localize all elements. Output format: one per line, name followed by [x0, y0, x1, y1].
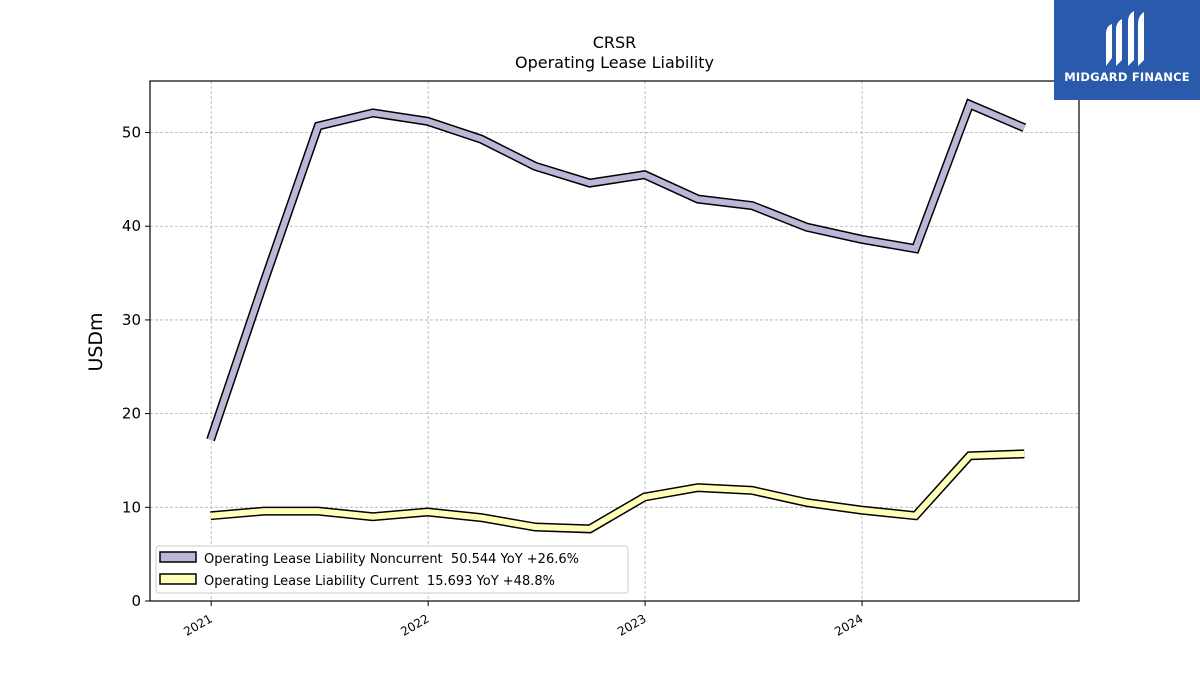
x-tick-label: 2024: [832, 611, 865, 638]
x-tick-label: 2023: [615, 611, 648, 638]
x-tick-label: 2022: [398, 611, 431, 638]
series-1: [210, 449, 1025, 534]
legend-box: [155, 545, 629, 594]
y-tick-label: 30: [122, 311, 141, 329]
brand-mark-icon: [1106, 11, 1144, 66]
brand-name: MIDGARD FINANCE: [1064, 70, 1190, 84]
x-axis-ticks: 2021 2022 2023 2024: [181, 601, 866, 639]
brand-logo: MIDGARD FINANCE: [1054, 0, 1200, 100]
y-tick-label: 50: [122, 124, 141, 142]
chart-title: CRSR: [593, 33, 637, 52]
grid: [150, 81, 1079, 602]
series-line: [210, 450, 1025, 532]
chart-subtitle: Operating Lease Liability: [515, 53, 714, 72]
legend-label-noncurrent: Operating Lease Liability Noncurrent 50.…: [204, 552, 579, 567]
legend: Operating Lease Liability Noncurrent 50.…: [155, 545, 629, 594]
series-line-outline: [206, 98, 1027, 442]
legend-swatch-current: [159, 573, 197, 585]
series-lines: [206, 98, 1027, 534]
series-line-outline: [210, 449, 1025, 534]
plot-frame: [149, 80, 1080, 602]
y-tick-label: 20: [122, 405, 141, 423]
legend-label-current: Operating Lease Liability Current 15.693…: [204, 574, 555, 589]
legend-swatch-noncurrent: [159, 551, 197, 563]
series-0: [206, 98, 1027, 442]
y-axis-ticks: 0 10 20 30 40 50: [122, 124, 150, 610]
y-tick-label: 40: [122, 217, 141, 235]
x-tick-label: 2021: [181, 611, 214, 638]
y-tick-label: 10: [122, 498, 141, 516]
series-line: [207, 100, 1026, 441]
y-tick-label: 0: [131, 592, 141, 610]
y-axis-label: USDm: [85, 312, 107, 371]
